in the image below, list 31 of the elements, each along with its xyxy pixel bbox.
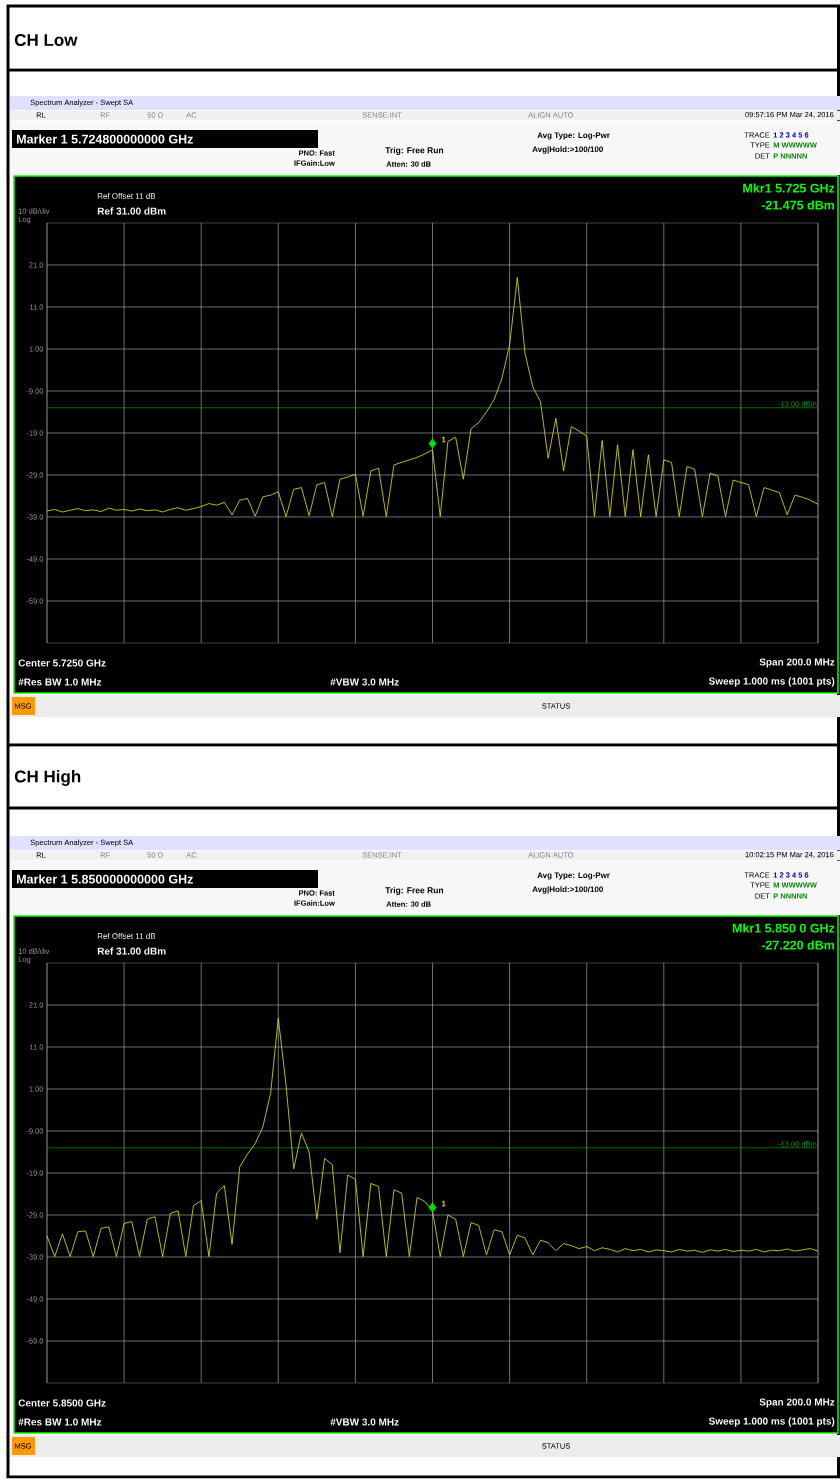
text: -21.475 dBm	[761, 200, 835, 210]
text: Span 200.0 MHz	[759, 658, 835, 668]
text: #Res BW 1.0 MHz	[18, 678, 102, 686]
text: #VBW 3.0 MHz	[330, 678, 399, 686]
text: Sweep 1.000 ms (1001 pts)	[708, 1417, 835, 1427]
annotation: 1	[441, 436, 446, 443]
text: Ref 31.00 dBm	[97, 207, 166, 215]
text: Mkr1 5.725 GHz	[743, 183, 835, 193]
text: Span 200.0 MHz	[759, 1398, 835, 1408]
text: Trig: Free Run	[385, 146, 444, 155]
text: Ref Offset 11 dB	[97, 933, 156, 939]
text: Avg|Hold:>100/100	[532, 146, 603, 154]
text: #Res BW 1.0 MHz	[18, 1418, 102, 1426]
text: Avg Type: Log-Pwr	[537, 132, 610, 140]
text: Center 5.8500 GHz	[18, 1399, 106, 1407]
text: #VBW 3.0 MHz	[330, 1418, 399, 1426]
text: -27.220 dBm	[761, 940, 835, 950]
text: Avg Type: Log-Pwr	[537, 872, 610, 880]
text: Center 5.7250 GHz	[18, 659, 106, 667]
chart-title: CH Low	[14, 33, 78, 46]
text: Trig: Free Run	[385, 887, 444, 895]
text: Avg|Hold:>100/100	[532, 886, 603, 894]
text: Ref Offset 11 dB	[97, 193, 156, 199]
chart-title: CH High	[14, 770, 81, 786]
line-series	[46, 1018, 819, 1257]
text: Mkr1 5.850 0 GHz	[732, 923, 835, 933]
text: Sweep 1.000 ms (1001 pts)	[708, 677, 835, 687]
text: Ref 31.00 dBm	[97, 947, 166, 955]
text: Marker 1 5.850000000000 GHz	[17, 874, 193, 884]
text: Marker 1 5.724800000000 GHz	[17, 134, 193, 144]
annotation: 1	[441, 1200, 446, 1207]
